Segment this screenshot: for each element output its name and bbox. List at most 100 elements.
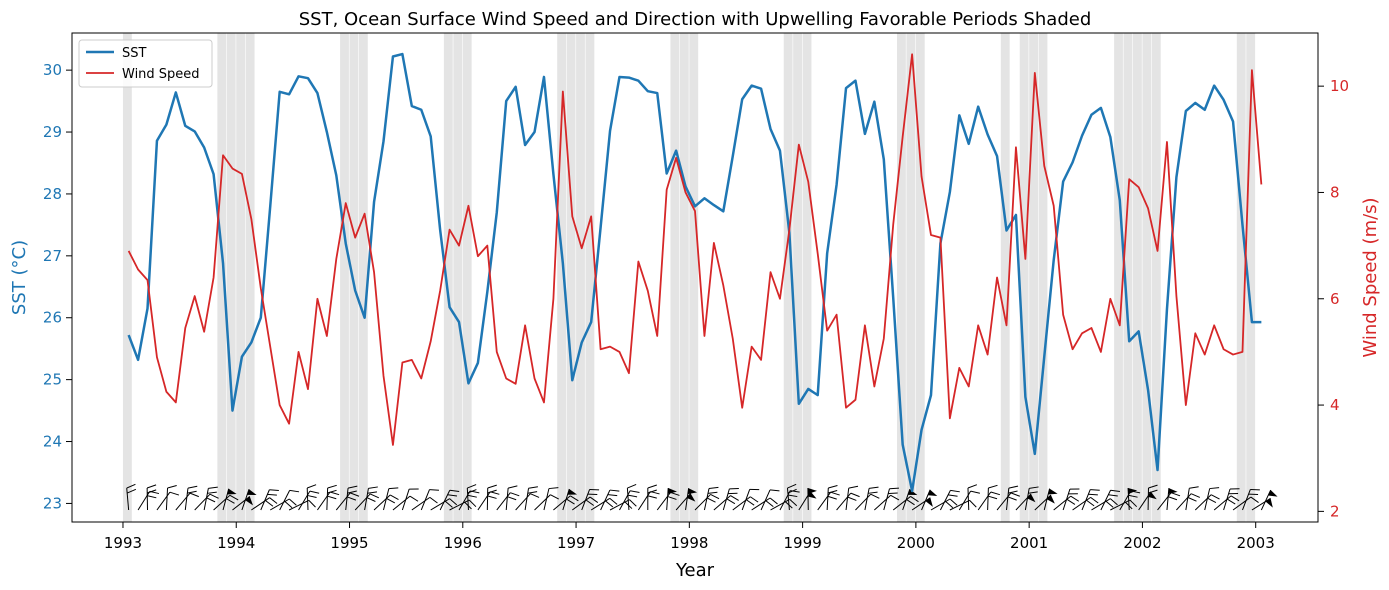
upwelling-period-band [226,33,236,522]
y-right-tick-label: 4 [1330,396,1340,414]
y-axis-right: 2 4 6 8 10 [1318,77,1349,520]
wind-barb [845,485,859,511]
wind-barb [401,488,419,511]
upwelling-period-band [585,33,595,522]
wind-barb [306,484,317,511]
x-axis-label: Year [675,560,715,581]
wind-barb [751,497,778,511]
wind-barb [288,499,316,511]
wind-barb [232,496,253,511]
y-right-tick-label: 10 [1330,77,1349,95]
wind-barb [996,492,1020,511]
y-right-tick-label: 2 [1330,502,1340,520]
wind-barb [534,494,559,511]
wind-barb [694,493,720,511]
wind-barb [741,488,760,511]
wind-barb [1006,485,1019,511]
upwelling-period-band [349,33,359,522]
wind-barb [1062,488,1080,511]
wind-barb [626,483,637,511]
series-lines [127,52,1263,493]
wind-barb [1034,494,1055,511]
y-left-tick-label: 30 [43,61,62,79]
wind-barb [1176,493,1201,511]
wind-barb [817,491,840,511]
wind-barb [184,485,198,511]
wind-barb [1091,498,1118,511]
wind-barb [786,483,797,511]
wind-barb [1260,489,1278,511]
upwelling-period-band [906,33,916,522]
wind-barb [760,489,780,511]
y-left-tick-label: 27 [43,247,62,265]
wind-barb [581,488,600,511]
x-axis: 1993 1994 1995 1996 1997 1998 1999 2000 2001 2002… [104,522,1275,552]
wind-barb [1194,494,1220,511]
x-tick-label: 1995 [330,534,368,552]
upwelling-period-band [566,33,576,522]
wind-barb [1024,486,1039,511]
upwelling-shading [122,33,1256,522]
wind-barb [505,485,518,511]
upwelling-period-band [897,33,906,522]
wind-barb [335,492,360,511]
wind-barb [222,488,237,511]
wind-barb [864,486,879,511]
series-line-sst [127,52,1262,493]
wind-barb [269,498,297,511]
wind-barbs [126,483,1278,511]
wind-barb [1147,484,1158,511]
upwelling-period-band [217,33,227,522]
wind-barb [515,493,540,511]
wind-barb [345,485,358,511]
wind-barb [1043,488,1058,511]
chart-title: SST, Ocean Surface Wind Speed and Direct… [299,9,1092,30]
upwelling-period-band [1236,33,1246,522]
wind-barb [939,489,960,511]
upwelling-period-band [1246,33,1256,522]
wind-barb [713,495,739,511]
x-tick-label: 1999 [784,534,822,552]
wind-barb [241,489,257,511]
wind-barb [260,489,279,511]
upwelling-period-band [793,33,803,522]
wind-barb [466,484,477,511]
wind-barb [1166,488,1178,511]
wind-barb [1204,487,1220,511]
wind-barb [553,495,579,511]
wind-barb [1100,489,1121,511]
wind-barb [590,497,618,511]
wind-barb [1232,496,1259,511]
wind-barb [251,497,278,511]
wind-barb [1081,489,1100,511]
upwelling-period-band [576,33,585,522]
wind-barb [364,486,378,511]
x-tick-label: 1997 [557,534,595,552]
wind-barb [194,493,219,511]
upwelling-period-band [122,33,132,522]
wind-barb [156,491,180,511]
wind-barb [703,486,719,511]
wind-barb [732,496,759,511]
y-left-tick-label: 29 [43,123,62,141]
wind-barb [430,498,458,511]
y-axis-left-label: SST (°C) [9,240,30,315]
y-axis-right-label: Wind Speed (m/s) [1360,197,1381,357]
wind-barb [1138,491,1157,511]
y-right-tick-label: 6 [1330,290,1340,308]
upwelling-period-band [1114,33,1123,522]
wind-barb [571,496,599,511]
upwelling-period-band [1151,33,1161,522]
upwelling-period-band [689,33,699,522]
x-tick-label: 2000 [897,534,935,552]
wind-barb [987,484,998,511]
upwelling-period-band [915,33,925,522]
wind-barb [562,488,578,511]
wind-barb [279,489,300,511]
wind-barb [921,489,938,511]
upwelling-period-band [245,33,255,522]
wind-barb [930,498,958,511]
y-left-tick-label: 24 [43,433,62,451]
wind-barb [524,486,538,511]
